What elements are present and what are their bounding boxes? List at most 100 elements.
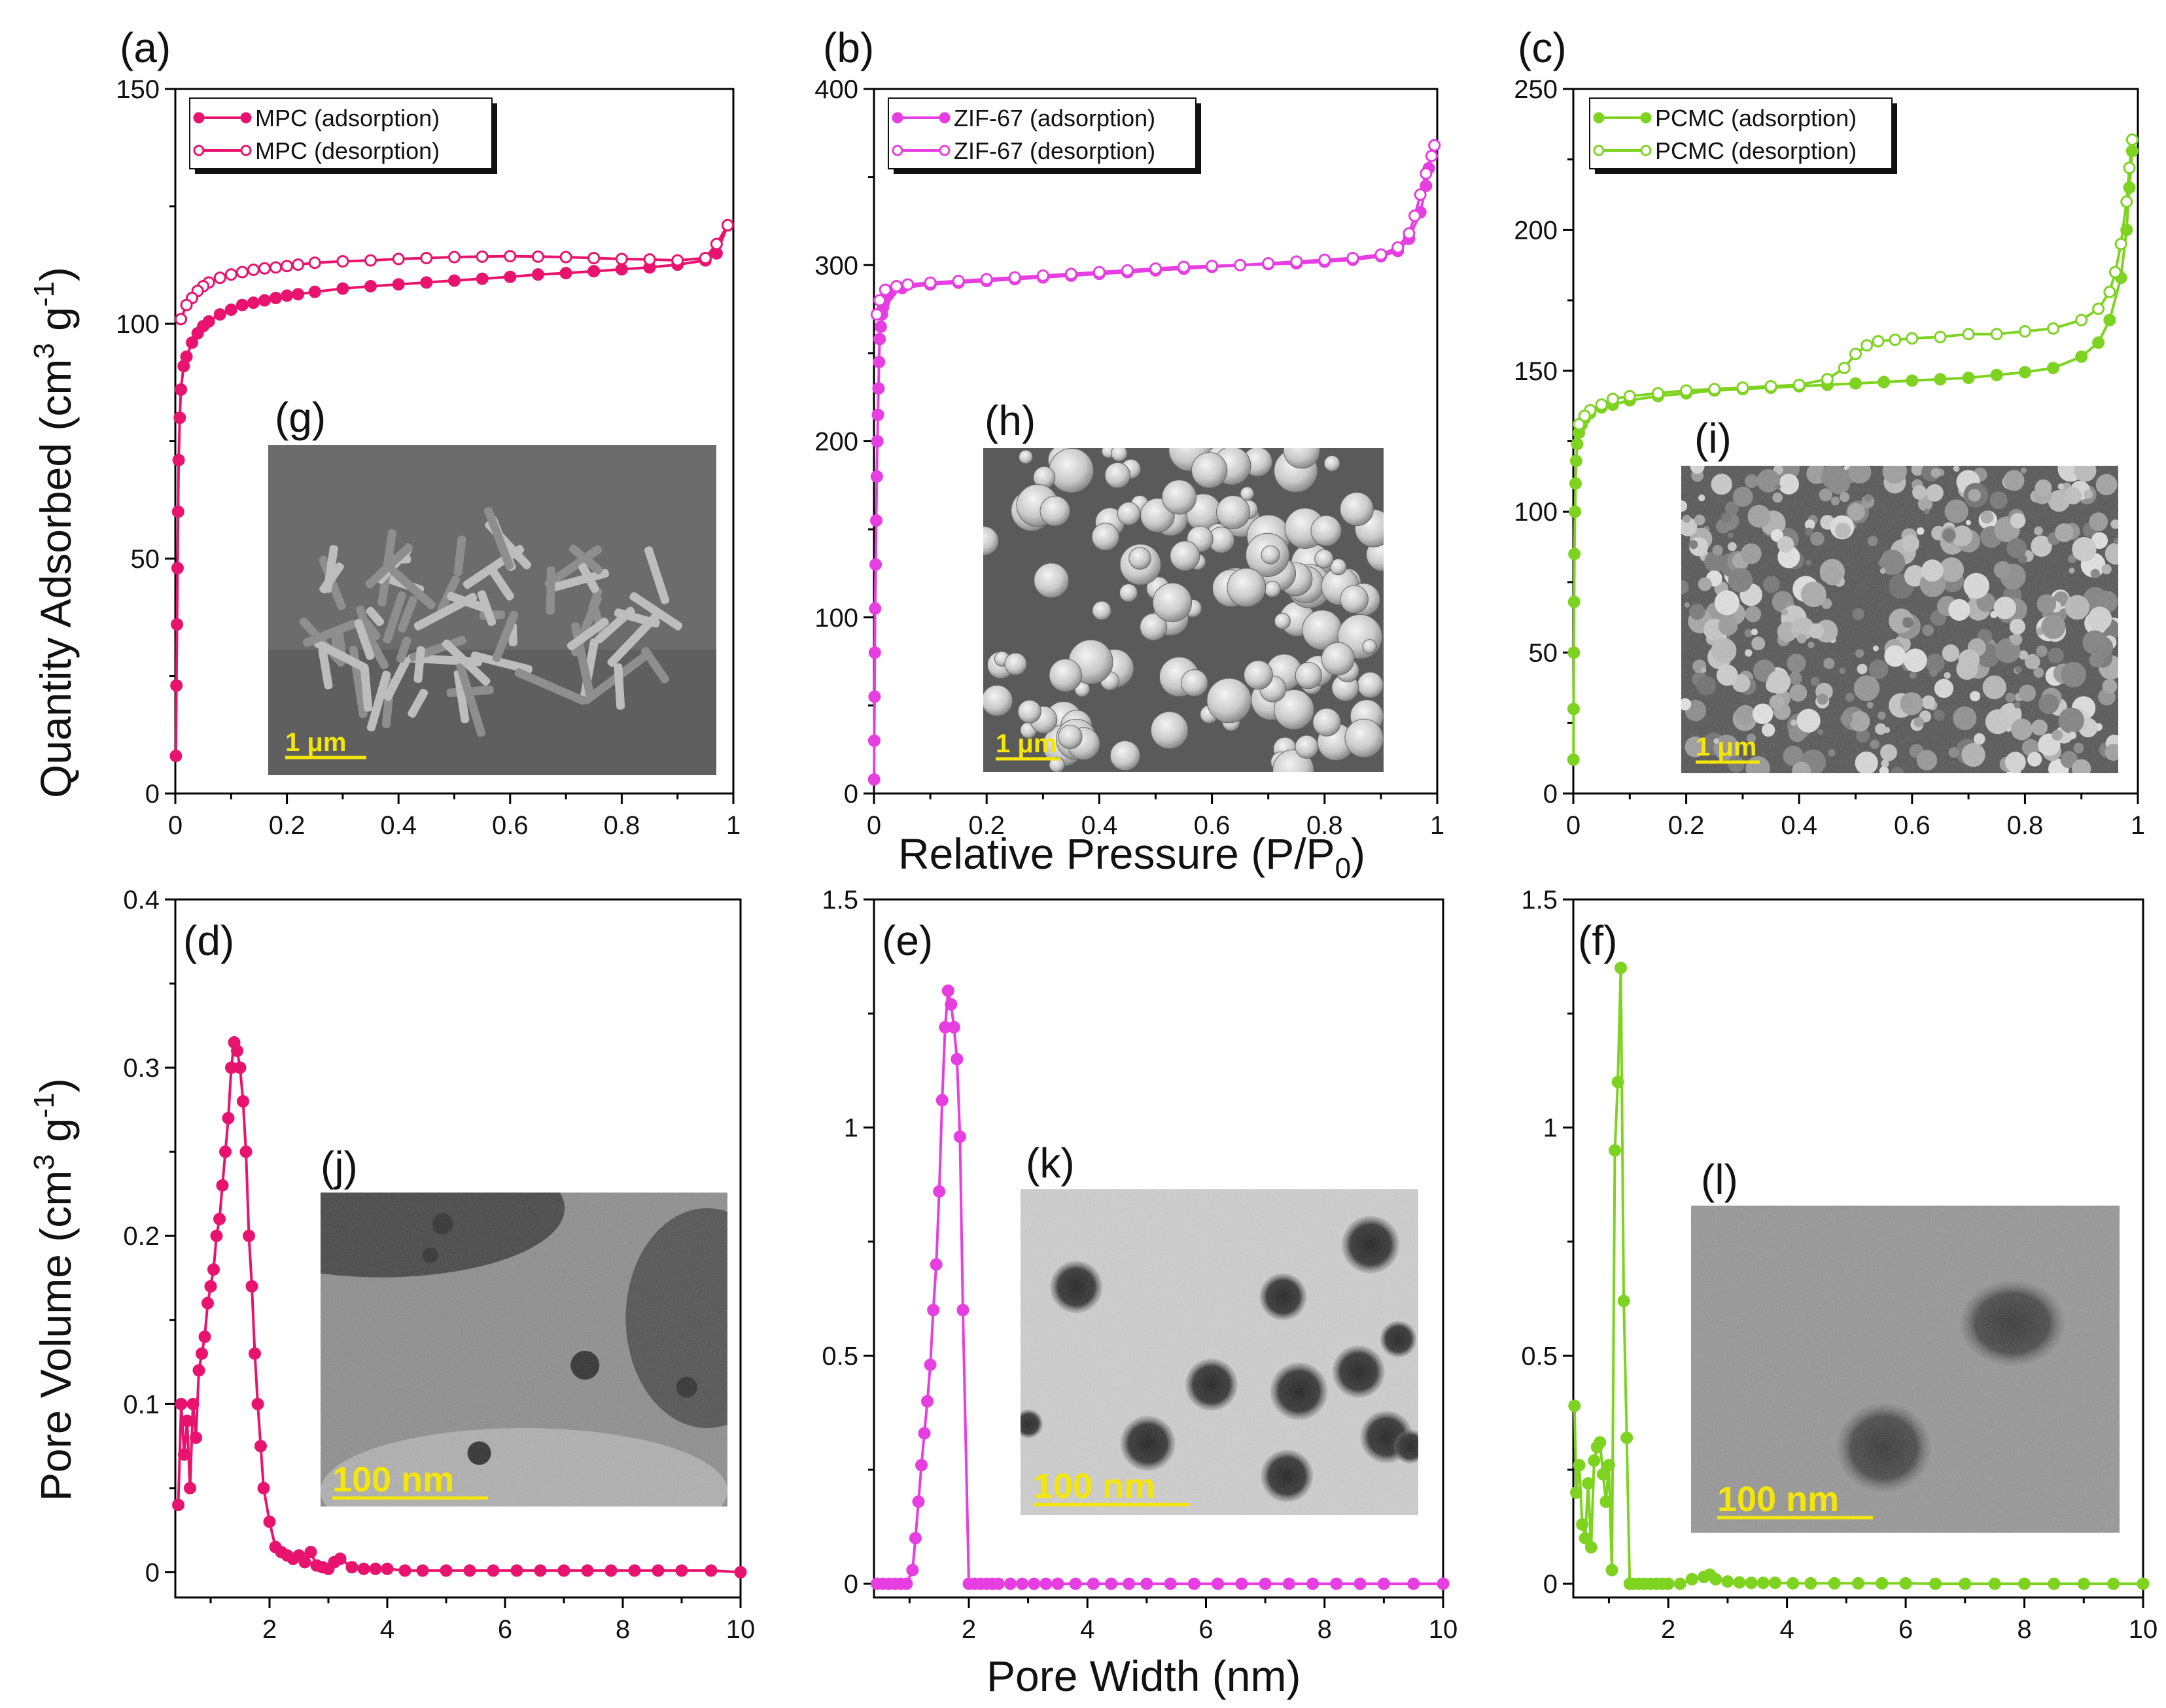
data-point <box>2108 266 2122 279</box>
data-point <box>2107 1577 2120 1590</box>
data-point <box>1016 1577 1029 1590</box>
x-tick-label: 0 <box>867 811 881 840</box>
legend: MPC (adsorption) MPC (desorption) <box>189 97 497 174</box>
data-point <box>933 1185 946 1198</box>
inset-label: (g) <box>275 394 326 441</box>
data-point <box>1990 328 2003 341</box>
data-point <box>213 308 226 321</box>
data-point <box>239 1145 253 1159</box>
data-point <box>173 411 186 425</box>
data-point <box>1187 1577 1200 1590</box>
data-point <box>1212 1577 1225 1590</box>
inset-micrograph-g: (g) 1 μm <box>268 394 716 775</box>
data-point <box>1838 361 1851 374</box>
data-point <box>364 254 377 267</box>
data-point <box>245 1280 258 1293</box>
data-point <box>1990 368 2003 381</box>
data-point <box>201 1297 214 1310</box>
inset-label: (h) <box>985 397 1036 444</box>
data-point <box>1579 1531 1592 1544</box>
plot-frame <box>873 898 1444 1599</box>
y-tick-label: 50 <box>1529 639 1558 668</box>
data-point <box>308 256 321 270</box>
data-point <box>1105 1577 1117 1590</box>
data-point <box>941 984 954 997</box>
data-point <box>557 1564 570 1577</box>
data-point <box>175 383 188 396</box>
data-point <box>270 292 283 305</box>
data-point <box>175 1397 188 1410</box>
data-point <box>1929 1577 1942 1590</box>
data-point <box>207 1263 220 1276</box>
y-tick-label: 200 <box>1514 216 1558 245</box>
y-tick-label: 0.3 <box>123 1054 160 1083</box>
y-tick-label: 1.5 <box>822 886 858 915</box>
data-point <box>1651 387 1664 400</box>
data-point <box>2125 133 2139 147</box>
y-tick-label: 100 <box>814 604 858 633</box>
series-a-1 <box>175 218 734 326</box>
scale-bar-label: 1 μm <box>996 729 1057 758</box>
data-point <box>1092 266 1106 279</box>
inset-micrograph-h: (h) 1 μm <box>983 397 1384 772</box>
data-point <box>234 1061 247 1074</box>
data-point <box>1582 1477 1595 1490</box>
data-point <box>1736 381 1749 394</box>
x-tick-label: 0.6 <box>1894 811 1930 840</box>
x-tick-label: 10 <box>2129 1615 2158 1644</box>
x-tick-label: 0 <box>168 811 183 840</box>
data-point <box>190 1431 202 1444</box>
data-point <box>869 602 882 615</box>
data-point <box>1594 1436 1607 1449</box>
series-d-0 <box>172 1036 747 1578</box>
data-point <box>198 1330 211 1343</box>
data-point <box>1934 330 1947 343</box>
x-tick-label: 0.2 <box>269 811 306 840</box>
data-point <box>879 283 892 296</box>
data-point <box>1588 1454 1601 1467</box>
data-point <box>927 1304 940 1317</box>
data-point <box>236 298 249 311</box>
data-point <box>921 1395 934 1408</box>
data-point <box>281 260 294 273</box>
y-tick-label: 0.5 <box>1521 1342 1558 1370</box>
data-point <box>1573 1459 1586 1472</box>
x-tick-label: 1 <box>726 811 741 840</box>
data-point <box>1872 335 1885 348</box>
data-point <box>2075 350 2088 363</box>
data-point <box>1235 1577 1248 1590</box>
data-point <box>868 646 881 659</box>
data-point <box>559 251 572 264</box>
data-point <box>1403 227 1416 240</box>
data-point <box>345 1561 358 1574</box>
data-point <box>2077 1577 2090 1590</box>
data-point <box>196 1347 208 1360</box>
panel-c: 0 0.2 0.4 0.6 0.8 1 0 50 100 150 200 250 (c) (i) 1 μm P… <box>1514 24 2145 840</box>
data-point <box>1787 1577 1800 1590</box>
data-point <box>336 282 349 295</box>
data-point <box>420 251 433 264</box>
data-point <box>869 558 882 571</box>
data-point <box>1599 1495 1613 1508</box>
legend-entry: ZIF-67 (desorption) <box>954 137 1155 164</box>
data-point <box>420 276 433 289</box>
data-point <box>270 261 283 274</box>
data-point <box>1149 262 1162 275</box>
data-point <box>440 1564 453 1577</box>
data-point <box>652 1564 665 1577</box>
data-point <box>699 251 712 264</box>
data-point <box>213 271 226 285</box>
x-tick-label: 2 <box>1661 1615 1675 1644</box>
data-point <box>416 1564 429 1577</box>
data-point <box>1262 257 1275 270</box>
data-point <box>1571 438 1584 451</box>
data-point <box>1064 268 1077 281</box>
data-point <box>1595 398 1608 411</box>
data-point <box>734 1565 747 1578</box>
data-point <box>476 272 489 285</box>
data-point <box>247 263 260 276</box>
panel-a: 0 0.2 0.4 0.6 0.8 1 0 50 100 150 (a) (g) 1 μm MPC (ad… <box>116 24 741 840</box>
data-point <box>510 1564 523 1577</box>
data-point <box>281 289 294 302</box>
